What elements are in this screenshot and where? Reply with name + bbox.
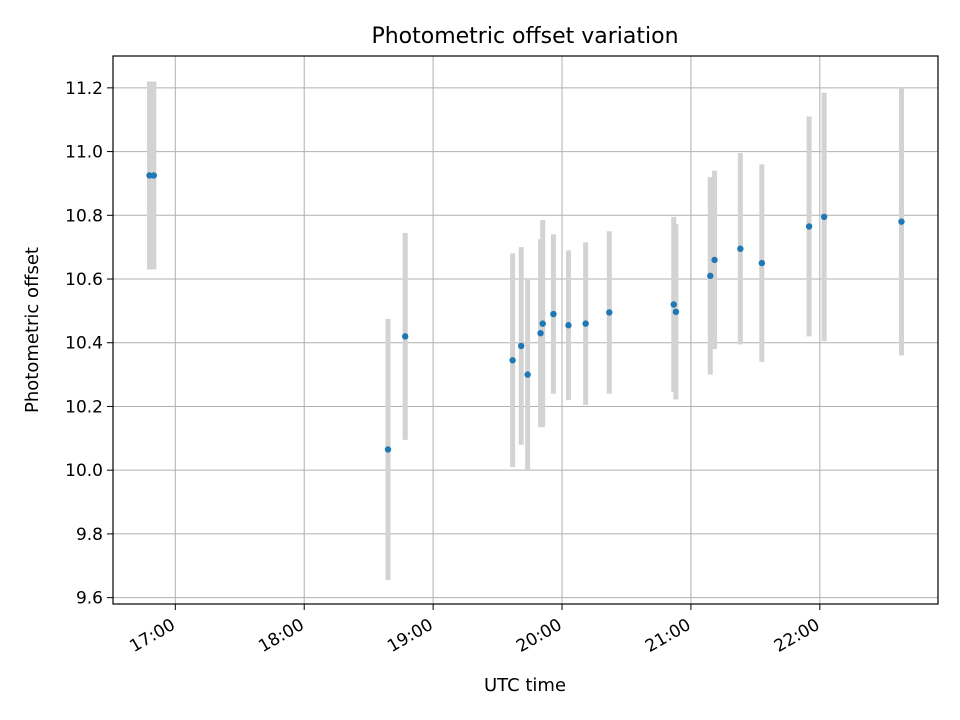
y-tick-label: 10.2 bbox=[65, 397, 103, 417]
x-axis-label: UTC time bbox=[484, 675, 566, 696]
data-point bbox=[820, 213, 828, 221]
data-point bbox=[737, 245, 744, 252]
data-points bbox=[146, 172, 905, 453]
data-point bbox=[539, 320, 546, 327]
y-tick-label: 9.6 bbox=[76, 589, 103, 609]
data-point bbox=[670, 301, 677, 308]
data-point bbox=[401, 333, 409, 340]
data-point bbox=[509, 357, 516, 364]
chart-title: Photometric offset variation bbox=[371, 24, 678, 49]
y-axis-ticks: 9.6 9.8 10.0 10.2 10.4 10.6 10.8 11.0 11.2 bbox=[65, 79, 113, 609]
y-tick-label: 9.8 bbox=[76, 525, 103, 545]
data-point bbox=[606, 309, 613, 316]
data-point bbox=[565, 322, 572, 329]
y-axis-label: Photometric offset bbox=[22, 247, 43, 413]
data-point bbox=[518, 342, 525, 350]
grid bbox=[113, 56, 938, 604]
y-tick-label: 10.6 bbox=[65, 270, 103, 290]
data-point bbox=[550, 310, 557, 318]
data-point bbox=[711, 256, 718, 264]
plot-frame bbox=[112, 55, 939, 605]
data-point bbox=[672, 308, 680, 316]
y-tick-label: 11.2 bbox=[65, 79, 103, 99]
data-point bbox=[758, 259, 766, 267]
data-point bbox=[524, 371, 531, 378]
data-point bbox=[898, 218, 905, 225]
y-tick-label: 10.8 bbox=[65, 206, 103, 226]
data-point bbox=[805, 223, 813, 230]
data-point bbox=[150, 172, 158, 179]
data-point bbox=[582, 320, 589, 327]
data-point bbox=[384, 446, 392, 453]
data-point bbox=[707, 272, 714, 280]
y-tick-label: 10.4 bbox=[65, 334, 103, 354]
y-tick-label: 11.0 bbox=[65, 143, 103, 163]
y-tick-label: 10.0 bbox=[65, 461, 103, 481]
data-point bbox=[537, 329, 544, 337]
